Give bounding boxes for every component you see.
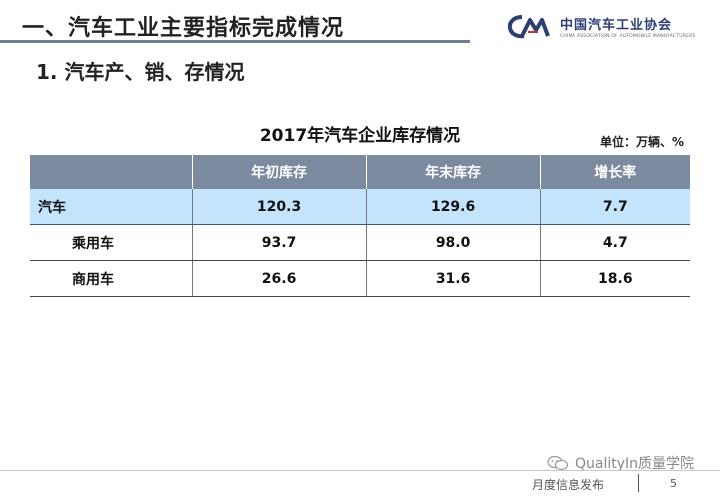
- row-label: 汽车: [30, 189, 193, 225]
- table-row: 乘用车 93.7 98.0 4.7: [30, 224, 690, 261]
- wechat-icon: [547, 455, 569, 471]
- page-number: 5: [670, 477, 677, 490]
- watermark: QualityIn质量学院: [547, 453, 694, 473]
- caam-logo-icon: [508, 15, 550, 39]
- row-label: 乘用车: [30, 224, 193, 261]
- growth-rate-cell: 18.6: [539, 260, 690, 297]
- header-cell-growth-rate: 增长率: [539, 155, 690, 189]
- growth-rate-cell: 7.7: [539, 189, 690, 225]
- unit-label: 单位：万辆、%: [599, 135, 684, 149]
- start-inventory-cell: 93.7: [191, 224, 367, 261]
- table-title: 2017年汽车企业库存情况: [259, 126, 461, 146]
- page-title: 一、汽车工业主要指标完成情况: [22, 16, 345, 41]
- table-row: 汽车 120.3 129.6 7.7: [30, 189, 690, 225]
- row-label: 商用车: [30, 260, 193, 297]
- caam-logo: 中国汽车工业协会 CHINA ASSOCIATION OF AUTOMOBILE…: [508, 12, 708, 46]
- end-inventory-cell: 98.0: [365, 224, 541, 261]
- inventory-table: 年初库存 年末库存 增长率 汽车 120.3 129.6 7.7 乘用车 93.…: [30, 155, 690, 297]
- header-cell-end-inventory: 年末库存: [365, 155, 541, 189]
- header-cell-blank: [30, 155, 193, 189]
- table-row: 商用车 26.6 31.6 18.6: [30, 260, 690, 297]
- logo-chinese-name: 中国汽车工业协会: [560, 18, 673, 33]
- end-inventory-cell: 129.6: [365, 189, 541, 225]
- footer-separator: [638, 474, 639, 492]
- section-subtitle: 1. 汽车产、销、存情况: [36, 60, 245, 84]
- start-inventory-cell: 26.6: [191, 260, 367, 297]
- watermark-text: QualityIn质量学院: [574, 456, 694, 472]
- growth-rate-cell: 4.7: [539, 224, 690, 261]
- footer-label: 月度信息发布: [532, 478, 605, 492]
- logo-english-name: CHINA ASSOCIATION OF AUTOMOBILE MANUFACT…: [560, 34, 696, 39]
- header-cell-start-inventory: 年初库存: [191, 155, 367, 189]
- header-divider: [0, 40, 470, 43]
- start-inventory-cell: 120.3: [191, 189, 367, 225]
- footer-divider: [0, 470, 720, 471]
- end-inventory-cell: 31.6: [365, 260, 541, 297]
- table-header-row: 年初库存 年末库存 增长率: [30, 155, 690, 189]
